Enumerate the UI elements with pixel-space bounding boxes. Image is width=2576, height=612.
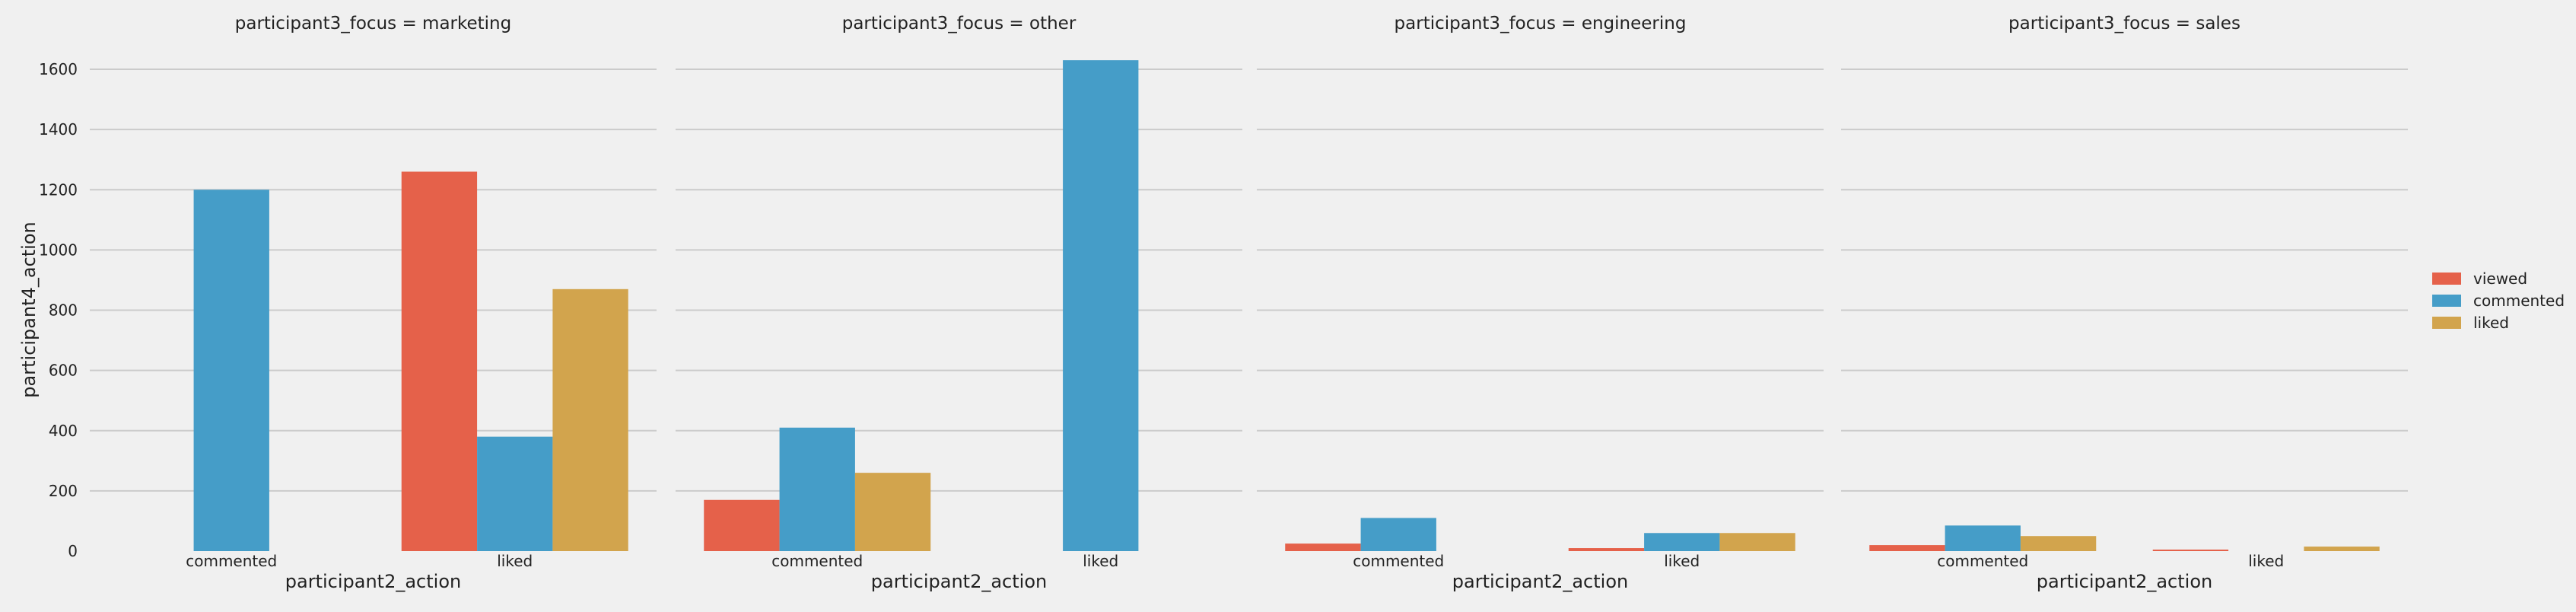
legend-label-viewed: viewed [2473, 269, 2527, 288]
legend-label-liked: liked [2473, 314, 2509, 332]
bar-viewed [401, 171, 478, 551]
bar-commented [193, 190, 269, 551]
panel-title: participant3_focus = sales [2008, 14, 2240, 33]
x-tick-label: liked [2248, 552, 2284, 570]
legend-swatch-viewed [2432, 273, 2461, 285]
bar-viewed [2152, 550, 2229, 551]
y-tick-label: 800 [49, 301, 78, 320]
bar-liked [552, 288, 628, 551]
y-tick-label: 0 [68, 542, 78, 560]
y-tick-label: 1600 [39, 60, 78, 78]
y-tick-label: 600 [49, 362, 78, 380]
bar-liked [2304, 547, 2380, 551]
x-tick-label: commented [186, 552, 277, 570]
panel-title: participant3_focus = other [842, 14, 1077, 33]
bar-viewed [704, 499, 780, 551]
bar-liked [2020, 536, 2097, 551]
x-axis-label: participant2_action [285, 571, 461, 592]
bar-viewed [1869, 545, 1945, 551]
bar-viewed [1285, 543, 1361, 551]
bar-commented [1945, 525, 2021, 551]
x-tick-label: liked [1083, 552, 1118, 570]
bar-viewed [1568, 548, 1645, 551]
y-tick-label: 400 [49, 422, 78, 440]
x-axis-label: participant2_action [871, 571, 1047, 592]
bar-commented [1063, 60, 1139, 552]
y-axis-label: participant4_action [18, 222, 40, 397]
legend-label-commented: commented [2473, 292, 2565, 310]
bar-liked [854, 473, 931, 551]
x-tick-label: commented [1937, 552, 2028, 570]
x-axis-label: participant2_action [2037, 571, 2212, 592]
bar-liked [1719, 533, 1795, 551]
panel-title: participant3_focus = marketing [235, 14, 511, 33]
panel-title: participant3_focus = engineering [1395, 14, 1687, 33]
legend-swatch-commented [2432, 295, 2461, 307]
x-axis-label: participant2_action [1452, 571, 1628, 592]
y-tick-label: 1400 [39, 120, 78, 139]
y-tick-label: 1200 [39, 180, 78, 199]
bar-commented [1360, 518, 1436, 551]
bar-commented [1644, 533, 1720, 551]
x-tick-label: liked [1664, 552, 1700, 570]
x-tick-label: commented [1353, 552, 1444, 570]
bar-commented [779, 427, 855, 551]
y-tick-label: 200 [49, 482, 78, 500]
y-tick-label: 1000 [39, 241, 78, 259]
legend-swatch-liked [2432, 317, 2461, 329]
x-tick-label: liked [497, 552, 533, 570]
bar-commented [477, 436, 553, 551]
x-tick-label: commented [771, 552, 863, 570]
